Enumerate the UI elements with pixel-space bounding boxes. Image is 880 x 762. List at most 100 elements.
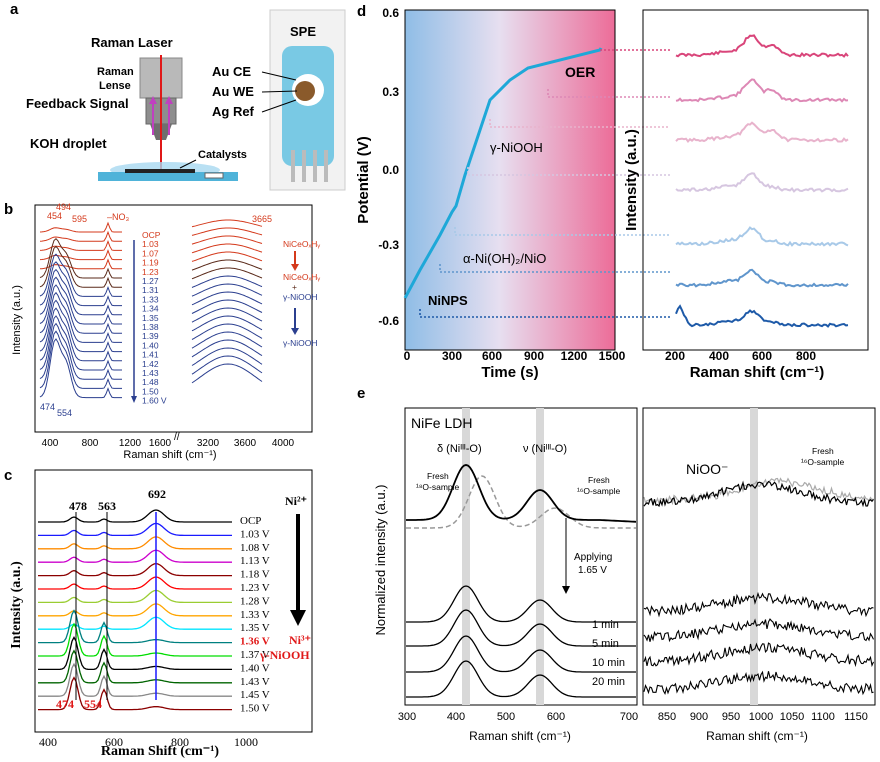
d-connector (547, 89, 670, 98)
b-potential-label: 1.38 (142, 322, 159, 332)
d-y-tick: -0.6 (378, 314, 399, 328)
b-spectrum-right (191, 307, 263, 323)
pointer-ref (261, 99, 297, 113)
b-x-tick: 1200 (119, 438, 142, 449)
b-x-tick: 400 (42, 438, 59, 449)
c-peak-474: 474 (56, 697, 74, 711)
e-ylabel: Normalized intensity (a.u.) (373, 485, 388, 636)
b-potential-label: 1.03 (142, 239, 159, 249)
b-potential-label: 1.42 (142, 359, 159, 369)
b-spectrum-right (191, 363, 263, 384)
b-x-tick: 4000 (272, 438, 295, 449)
d-potential-curve (403, 47, 603, 299)
b-potential-label: 1.27 (142, 276, 159, 286)
d-right-x-tick: 400 (709, 349, 729, 363)
panel-e: e NiFe LDH Normalized intensity (a.u.) R… (357, 385, 876, 743)
e-time-spectrum (406, 585, 636, 623)
b-spectrum-left (39, 284, 122, 334)
c-ni3: Ni³⁺ (289, 633, 311, 647)
signal-arrow-head (149, 96, 157, 104)
b-potential-label: 1.48 (142, 377, 159, 387)
b-legend-phase2b: γ-NiOOH (283, 292, 317, 302)
spe-leads (291, 150, 328, 182)
e-right-spectra (643, 477, 875, 696)
b-spectrum-left (39, 268, 122, 316)
panel-b: b Intensity (a.u.) Raman shift (cm⁻¹) 40… (4, 201, 320, 461)
b-spectrum-left (39, 291, 122, 343)
b-spectrum-right (191, 283, 263, 297)
d-label-gamma: γ-NiOOH (490, 140, 543, 155)
d-right-frame (642, 9, 869, 351)
d-raman-spectrum (675, 268, 849, 288)
c-potential-label: 1.35 V (240, 622, 270, 634)
d-connector (489, 119, 670, 128)
b-spectrum-left (39, 330, 122, 389)
b-spectrum-right (191, 347, 263, 366)
e-fresh-18o-curve (406, 475, 636, 529)
c-spectrum-line (38, 562, 232, 577)
c-potential-label: 1.40 V (240, 662, 270, 674)
panel-c-ylabel: Intensity (a.u.) (9, 561, 24, 649)
b-potential-label: 1.07 (142, 248, 159, 258)
b-x-tick: 3200 (197, 438, 220, 449)
c-potential-label: 1.28 V (240, 595, 270, 607)
b-legend-phase2a: NiCeOₓHᵧ (283, 272, 320, 282)
b-legend-phase1: NiCeOₓHᵧ (283, 239, 320, 249)
c-spectrum-line (38, 603, 232, 617)
b-spectrum-left (39, 322, 122, 380)
d-background-gradient (405, 10, 615, 350)
panel-b-letter: b (4, 201, 13, 218)
e-title: NiFe LDH (411, 415, 472, 431)
e-left-frame (404, 407, 638, 706)
b-spectrum-left (39, 221, 122, 233)
panel-b-spectra (39, 219, 263, 399)
d-raman-spectrum (675, 172, 849, 193)
e-left-xlabel: Raman shift (cm⁻¹) (469, 729, 571, 743)
panel-d-letter: d (357, 3, 366, 20)
e-right-time-spectrum (643, 618, 874, 643)
e-left-x-tick: 400 (447, 711, 465, 723)
e-right-x-tick: 850 (658, 711, 676, 723)
b-potential-label: 1.43 (142, 368, 159, 378)
panel-c-letter: c (4, 467, 12, 484)
catalysts-label: Catalysts (198, 149, 247, 161)
b-spectrum-right (191, 243, 263, 254)
d-y-tick: -0.3 (378, 238, 399, 252)
lense-label: Lense (99, 80, 131, 92)
b-spectrum-right (191, 259, 263, 271)
c-x-tick: 600 (105, 735, 123, 749)
b-spectrum-right (191, 339, 263, 358)
e-fresh18-line2: ¹⁸O-sample (416, 482, 460, 492)
e-right-x-tick: 900 (690, 711, 708, 723)
e-right-x-tick: 1150 (844, 711, 868, 723)
d-connector (419, 309, 670, 318)
b-spectrum-left (39, 237, 122, 279)
e-right-time-spectrum (643, 670, 874, 696)
b-potential-label: 1.34 (142, 304, 159, 314)
panel-b-potentials: OCP1.031.071.191.231.271.311.331.341.351… (142, 230, 167, 406)
e-right-frame (642, 407, 876, 706)
e-left-x-tick: 700 (620, 711, 638, 723)
e-fresh-16o-curve (406, 464, 637, 523)
c-potential-label: 1.08 V (240, 542, 270, 554)
panel-c-xlabel: Raman Shift (cm⁻¹) (101, 744, 219, 759)
d-spectra (675, 34, 849, 328)
b-axis-break: // (174, 432, 180, 443)
b-spectrum-right (191, 331, 263, 349)
b-peak-474: 474 (40, 402, 55, 412)
e-applying-arrow-head (562, 586, 570, 594)
c-potential-label: 1.13 V (240, 555, 270, 567)
panel-e-letter: e (357, 385, 365, 402)
b-potential-label: 1.60 V (142, 396, 167, 406)
c-x-tick: 400 (39, 735, 57, 749)
e-time-label: 10 min (592, 657, 625, 669)
b-spectrum-left (39, 253, 122, 297)
e-times: 1 min 5 min 10 min 20 min (592, 619, 625, 688)
e-right-time-spectrum (643, 642, 875, 668)
e-fresh18-line1: Fresh (427, 471, 449, 481)
c-spectrum-line (38, 636, 232, 671)
c-spectrum-line (38, 536, 232, 550)
b-spectrum-right (191, 235, 263, 245)
b-spectrum-right (191, 227, 263, 236)
